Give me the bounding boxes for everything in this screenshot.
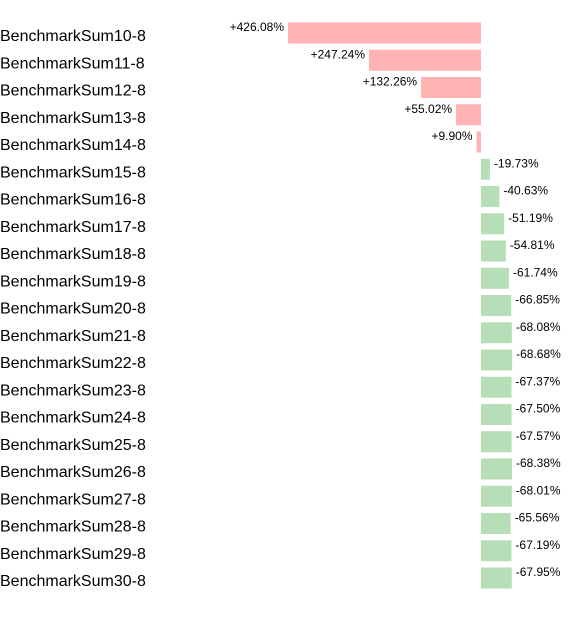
category-label: BenchmarkSum30-8 (0, 573, 146, 590)
bar-BenchmarkSum16-8 (481, 186, 500, 207)
value-label: -67.57% (516, 429, 561, 443)
bar-BenchmarkSum13-8 (456, 104, 481, 126)
value-label: +55.02% (404, 102, 452, 116)
bar-BenchmarkSum23-8 (481, 376, 512, 398)
category-label: BenchmarkSum29-8 (0, 546, 146, 563)
value-label: -67.19% (515, 538, 560, 552)
category-label: BenchmarkSum24-8 (0, 410, 146, 427)
bar-BenchmarkSum22-8 (481, 349, 513, 371)
category-label: BenchmarkSum18-8 (0, 246, 146, 263)
bar-BenchmarkSum28-8 (481, 513, 511, 534)
value-label: -67.50% (516, 402, 561, 416)
category-label: BenchmarkSum23-8 (0, 382, 146, 399)
bar-BenchmarkSum27-8 (481, 485, 512, 507)
bar-BenchmarkSum14-8 (476, 131, 481, 153)
category-label: BenchmarkSum16-8 (0, 192, 146, 209)
category-label: BenchmarkSum14-8 (0, 137, 146, 154)
value-label: -61.74% (513, 265, 558, 279)
category-label: BenchmarkSum27-8 (0, 491, 146, 508)
category-label: BenchmarkSum25-8 (0, 437, 146, 454)
bar-BenchmarkSum30-8 (481, 567, 512, 589)
category-label: BenchmarkSum20-8 (0, 301, 146, 318)
category-label: BenchmarkSum13-8 (0, 110, 146, 127)
value-label: +426.08% (230, 20, 285, 34)
value-label: -68.38% (516, 456, 561, 470)
value-label: -19.73% (494, 156, 539, 170)
category-label: BenchmarkSum26-8 (0, 464, 146, 481)
value-label: -40.63% (503, 184, 548, 198)
bars-group (288, 22, 513, 589)
bar-BenchmarkSum10-8 (288, 22, 481, 44)
category-label: BenchmarkSum21-8 (0, 328, 146, 345)
value-label: -65.56% (515, 511, 560, 525)
value-label: -67.95% (516, 565, 561, 579)
bar-BenchmarkSum19-8 (481, 267, 509, 289)
value-label: +132.26% (363, 75, 418, 89)
category-label: BenchmarkSum12-8 (0, 83, 146, 100)
bar-BenchmarkSum11-8 (369, 49, 481, 71)
category-label: BenchmarkSum15-8 (0, 164, 146, 181)
category-label: BenchmarkSum17-8 (0, 219, 146, 236)
category-labels-group: BenchmarkSum10-8 BenchmarkSum11-8 Benchmar… (0, 28, 146, 590)
value-labels-group: +426.08% +247.24% +132.26% +55.02% +9.90% -19… (230, 20, 561, 579)
value-label: -66.85% (515, 293, 560, 307)
value-label: -68.68% (516, 347, 561, 361)
bar-BenchmarkSum25-8 (481, 431, 512, 453)
value-label: -68.01% (516, 483, 561, 497)
category-label: BenchmarkSum11-8 (0, 55, 145, 72)
category-label: BenchmarkSum10-8 (0, 28, 146, 45)
category-label: BenchmarkSum28-8 (0, 519, 146, 536)
bar-BenchmarkSum12-8 (421, 77, 481, 98)
category-label: BenchmarkSum22-8 (0, 355, 146, 372)
value-label: -54.81% (510, 238, 555, 252)
value-label: -68.08% (516, 320, 561, 334)
value-label: +247.24% (311, 47, 366, 61)
bar-BenchmarkSum18-8 (481, 240, 506, 262)
bar-BenchmarkSum29-8 (481, 540, 512, 562)
value-label: -67.37% (516, 374, 561, 388)
bar-BenchmarkSum21-8 (481, 322, 512, 344)
value-label: -51.19% (508, 211, 553, 225)
bar-BenchmarkSum17-8 (481, 213, 505, 235)
bar-BenchmarkSum15-8 (481, 158, 490, 180)
value-label: +9.90% (431, 129, 472, 143)
bar-BenchmarkSum20-8 (481, 295, 512, 316)
bar-BenchmarkSum26-8 (481, 458, 512, 480)
category-label: BenchmarkSum19-8 (0, 273, 146, 290)
bar-BenchmarkSum24-8 (481, 404, 512, 425)
